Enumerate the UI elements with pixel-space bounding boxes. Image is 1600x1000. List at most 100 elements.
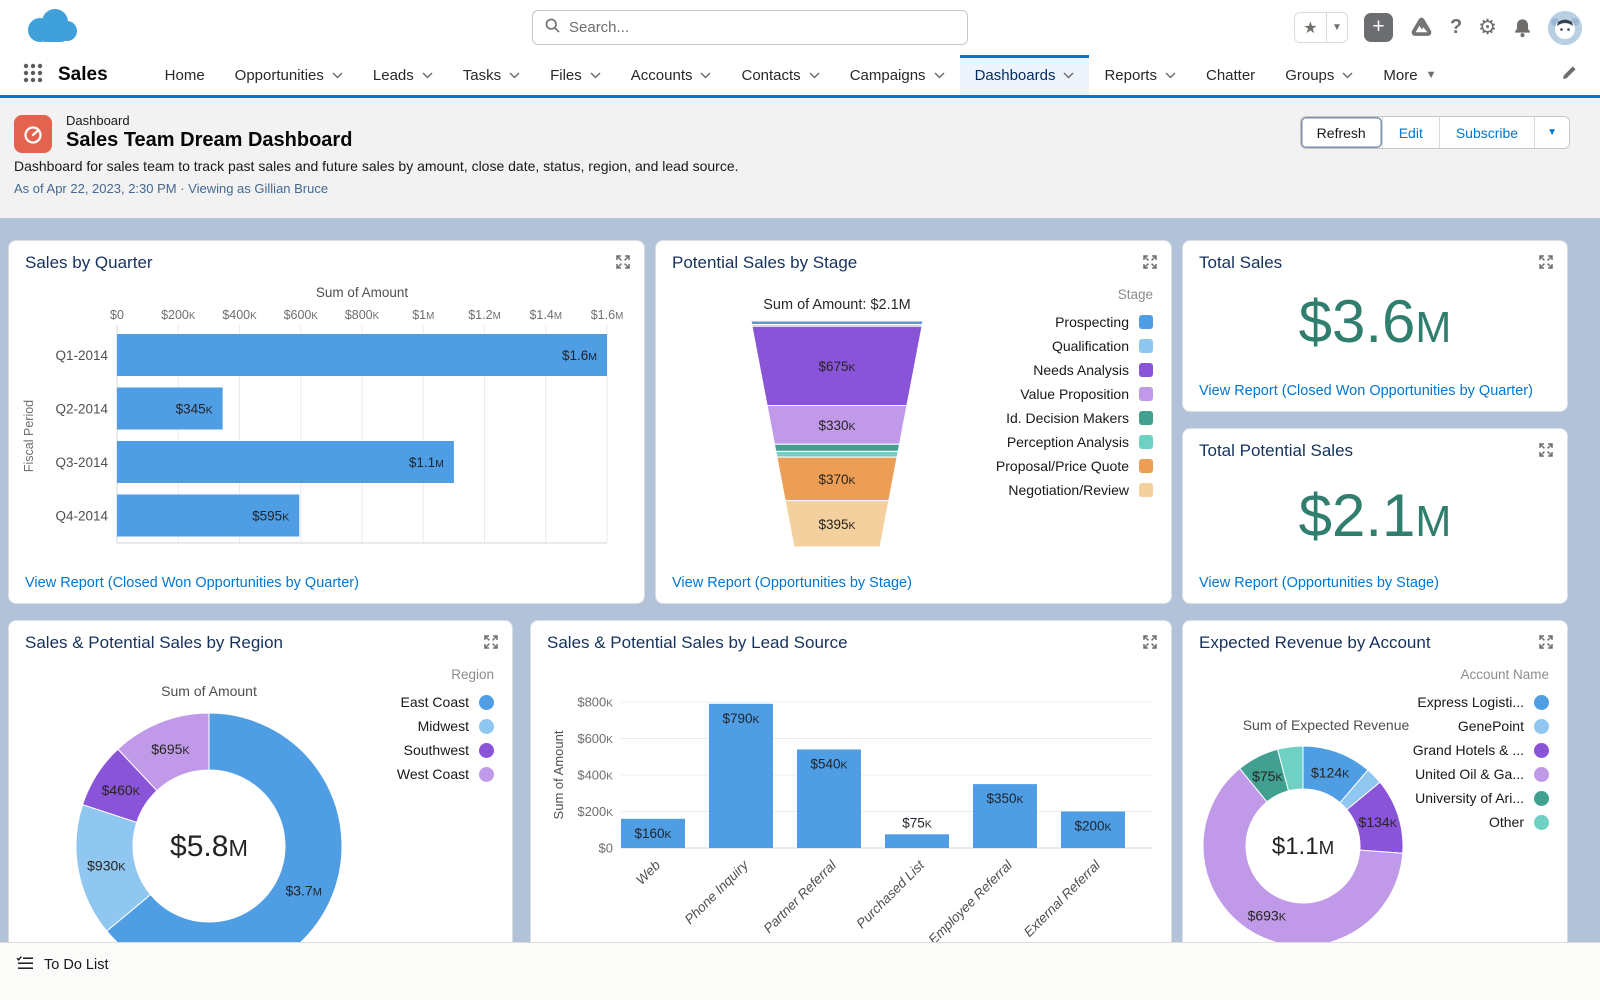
svg-text:$200K: $200K (161, 308, 196, 322)
svg-text:Phone Inquiry: Phone Inquiry (682, 857, 752, 927)
legend-item-east-coast[interactable]: East Coast (401, 690, 494, 714)
todo-list-icon (16, 955, 34, 975)
caret-down-icon: ▼ (1425, 69, 1437, 81)
search-input[interactable] (569, 19, 955, 36)
todo-list-button[interactable]: To Do List (16, 955, 108, 975)
expand-icon[interactable] (616, 255, 630, 274)
todo-list-label: To Do List (44, 957, 109, 973)
axis-caption: Sum of Amount (161, 683, 257, 699)
tab-tasks[interactable]: Tasks (448, 55, 535, 95)
expand-icon[interactable] (1143, 255, 1157, 274)
svg-text:Q2-2014: Q2-2014 (55, 402, 108, 417)
subscribe-button[interactable]: Subscribe (1438, 117, 1535, 148)
edit-nav-pencil-icon[interactable] (1561, 64, 1578, 86)
legend-item-id-decision-makers[interactable]: Id. Decision Makers (1006, 406, 1153, 430)
expand-icon[interactable] (1539, 255, 1553, 274)
svg-text:$460K: $460K (102, 782, 141, 798)
legend-item-other[interactable]: Other (1489, 810, 1549, 834)
setup-gear-icon[interactable]: ⚙ (1478, 16, 1497, 39)
tab-dashboards[interactable]: Dashboards (959, 55, 1090, 95)
card-title: Sales & Potential Sales by Lead Source (547, 633, 848, 652)
legend-item-united-oil-ga-[interactable]: United Oil & Ga... (1415, 762, 1549, 786)
legend-item-genepoint[interactable]: GenePoint (1458, 714, 1549, 738)
svg-text:$1.1M: $1.1M (1272, 833, 1334, 860)
chevron-down-icon (809, 71, 820, 79)
tab-home[interactable]: Home (150, 55, 220, 95)
legend-item-negotiation-review[interactable]: Negotiation/Review (1008, 478, 1153, 502)
svg-text:$1.4M: $1.4M (529, 308, 562, 322)
chevron-down-icon (1342, 71, 1353, 79)
svg-text:$400K: $400K (222, 308, 257, 322)
legend-swatch (1534, 790, 1549, 806)
svg-text:$0: $0 (110, 308, 124, 322)
global-search[interactable] (532, 10, 968, 45)
more-actions-caret-icon[interactable]: ▼ (1534, 117, 1569, 148)
legend-item-needs-analysis[interactable]: Needs Analysis (1033, 358, 1153, 382)
legend-item-value-proposition[interactable]: Value Proposition (1020, 382, 1153, 406)
axis-caption: Sum of Expected Revenue (1242, 717, 1410, 733)
svg-text:$75K: $75K (1252, 768, 1283, 784)
refresh-button[interactable]: Refresh (1300, 117, 1382, 148)
help-icon[interactable]: ? (1449, 16, 1463, 38)
edit-button[interactable]: Edit (1381, 117, 1439, 148)
legend-item-west-coast[interactable]: West Coast (397, 762, 494, 786)
svg-text:$595K: $595K (252, 509, 289, 524)
expand-icon[interactable] (1539, 443, 1553, 462)
tab-opportunities[interactable]: Opportunities (220, 55, 358, 95)
notifications-bell-icon[interactable] (1513, 18, 1532, 38)
expand-icon[interactable] (484, 635, 498, 654)
legend-item-proposal-price-quote[interactable]: Proposal/Price Quote (996, 454, 1153, 478)
svg-text:$800K: $800K (577, 695, 613, 710)
legend-swatch (1139, 339, 1153, 353)
funnel-total-label: Sum of Amount: $2.1M (763, 297, 911, 313)
global-actions-plus-icon[interactable]: + (1363, 13, 1393, 42)
legend-label: GenePoint (1457, 718, 1524, 734)
favorites-caret-icon[interactable]: ▼ (1325, 13, 1347, 42)
legend-label: Express Logisti... (1417, 694, 1524, 710)
tab-files[interactable]: Files (535, 55, 616, 95)
stage-legend: Stage Prospecting Qualification Needs Analy… (996, 287, 1153, 502)
chevron-down-icon (700, 71, 712, 79)
legend-swatch (1139, 483, 1153, 497)
global-header: ★ ▼ + ? ⚙ (0, 0, 1600, 55)
tab-leads[interactable]: Leads (358, 55, 448, 95)
tab-accounts[interactable]: Accounts (616, 55, 727, 95)
legend-item-southwest[interactable]: Southwest (404, 738, 494, 762)
tab-contacts[interactable]: Contacts (726, 55, 834, 95)
legend-label: Perception Analysis (1006, 434, 1129, 450)
svg-text:$200K: $200K (577, 804, 613, 819)
legend-item-midwest[interactable]: Midwest (418, 714, 494, 738)
profile-avatar[interactable] (1548, 10, 1582, 45)
legend-item-express-logisti-[interactable]: Express Logisti... (1417, 690, 1549, 714)
view-report-link[interactable]: View Report (Opportunities by Stage) (1199, 575, 1439, 591)
view-report-link[interactable]: View Report (Closed Won Opportunities by… (1199, 383, 1533, 399)
favorites-star-icon[interactable]: ★ (1303, 19, 1318, 37)
expand-icon[interactable] (1143, 635, 1157, 654)
svg-text:$1.6M: $1.6M (591, 308, 624, 322)
svg-text:Employee Referral: Employee Referral (925, 857, 1015, 942)
svg-text:Fiscal Period: Fiscal Period (22, 400, 36, 472)
chevron-down-icon (332, 71, 343, 79)
tab-reports[interactable]: Reports (1089, 55, 1191, 95)
tab-more[interactable]: More ▼ (1368, 55, 1451, 95)
tab-label: Reports (1104, 66, 1157, 84)
tab-campaigns[interactable]: Campaigns (835, 55, 960, 95)
legend-item-grand-hotels-[interactable]: Grand Hotels & ... (1413, 738, 1549, 762)
svg-text:$5.8M: $5.8M (170, 830, 248, 863)
legend-title: Region (451, 667, 494, 682)
tab-chatter[interactable]: Chatter (1191, 55, 1270, 95)
legend-item-prospecting[interactable]: Prospecting (1055, 310, 1153, 334)
app-launcher-waffle-icon[interactable] (22, 62, 44, 89)
legend-item-university-of-ari-[interactable]: University of Ari... (1415, 786, 1549, 810)
card-total-potential-sales: Total Potential Sales $2.1M View Report … (1182, 428, 1568, 604)
svg-text:$675K: $675K (818, 359, 855, 374)
legend-item-qualification[interactable]: Qualification (1052, 334, 1153, 358)
trailhead-icon[interactable] (1409, 16, 1434, 39)
view-report-link[interactable]: View Report (Closed Won Opportunities by… (25, 575, 359, 591)
tab-groups[interactable]: Groups (1270, 55, 1368, 95)
view-report-link[interactable]: View Report (Opportunities by Stage) (672, 575, 912, 591)
tab-label: Home (164, 66, 205, 84)
legend-item-perception-analysis[interactable]: Perception Analysis (1007, 430, 1153, 454)
svg-text:Purchased List: Purchased List (853, 857, 928, 932)
expand-icon[interactable] (1539, 635, 1553, 654)
